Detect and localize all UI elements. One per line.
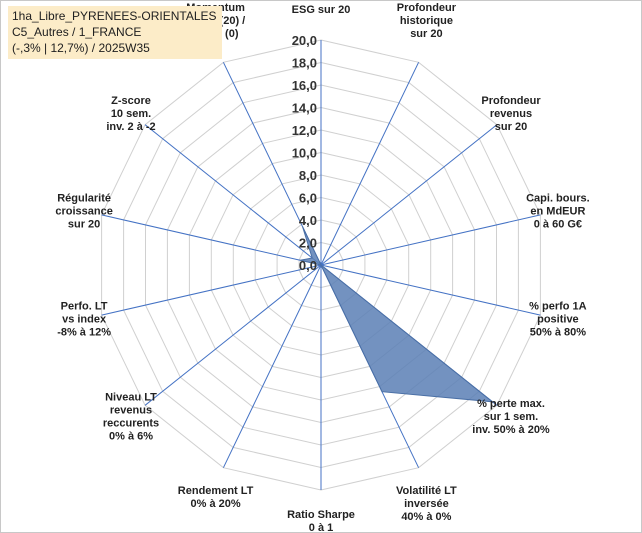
axis-label: Régularité croissance sur 20 — [55, 192, 112, 230]
radar-spoke — [320, 124, 498, 266]
axis-label: Profondeur historique sur 20 — [397, 2, 457, 40]
tick-label: 10,0 — [292, 146, 317, 161]
tick-label: 8,0 — [299, 168, 317, 183]
axis-label: Capi. bours. en MdEUR 0 à 60 G€ — [526, 192, 590, 230]
radar-spoke — [101, 214, 322, 266]
radar-tick-labels: 0,0 2,0 4,0 6,0 8,0 10,0 12,0 14,0 16,0 18,0 20,0 — [292, 33, 317, 273]
tick-label: 16,0 — [292, 78, 317, 93]
axis-label: Profondeur revenus sur 20 — [481, 95, 541, 133]
axis-label: Z-score 10 sem. inv. 2 à -2 — [106, 95, 155, 133]
axis-label: Volatilité LT inversée 40% à 0% — [396, 485, 457, 523]
radar-spoke — [320, 62, 420, 266]
axis-label: % perte max. sur 1 sem. inv. 50% à 20% — [472, 398, 550, 436]
axis-label: Rendement LT 0% à 20% — [178, 485, 254, 510]
tick-label: 18,0 — [292, 56, 317, 71]
tick-label: 2,0 — [299, 236, 317, 251]
radar-spoke — [222, 264, 322, 468]
chart-header-box: 1ha_Libre_PYRENEES-ORIENTALES C5_Autres … — [8, 6, 222, 59]
radar-spoke — [101, 264, 322, 316]
axis-label: Niveau LT revenus reccurents 0% à 6% — [103, 392, 159, 443]
axis-label: % perfo 1A positive 50% à 80% — [529, 301, 587, 339]
radar-spoke — [144, 124, 322, 266]
radar-series — [300, 226, 495, 403]
series-area — [300, 226, 495, 403]
radar-spoke — [320, 264, 541, 316]
tick-label: 20,0 — [292, 33, 317, 48]
axis-label: Perfo. LT vs index -8% à 12% — [57, 301, 111, 339]
axis-label: Ratio Sharpe 0 à 1 — [287, 509, 355, 533]
tick-label: 4,0 — [299, 213, 317, 228]
radar-spoke — [320, 214, 541, 266]
tick-label: 14,0 — [292, 101, 317, 116]
tick-label: 0,0 — [299, 258, 317, 273]
tick-label: 6,0 — [299, 191, 317, 206]
header-line-1: 1ha_Libre_PYRENEES-ORIENTALES — [12, 9, 217, 23]
header-line-2: C5_Autres / 1_FRANCE — [12, 25, 142, 39]
radar-spoke — [144, 264, 322, 406]
header-line-3: (-,3% | 12,7%) / 2025W35 — [12, 41, 150, 55]
tick-label: 12,0 — [292, 123, 317, 138]
axis-label: NoteESG sur 20 — [292, 0, 351, 16]
